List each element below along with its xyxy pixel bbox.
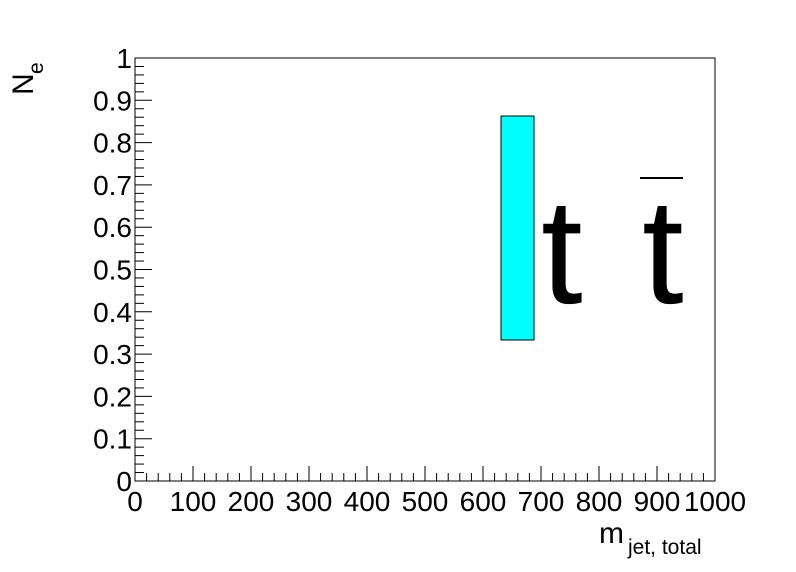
x-axis-title-main: m xyxy=(599,517,624,550)
legend: t t xyxy=(500,115,684,341)
x-tick-label: 800 xyxy=(576,486,623,517)
x-tick-label: 500 xyxy=(402,486,449,517)
y-tick-label: 0.8 xyxy=(93,128,132,159)
plot-frame xyxy=(134,57,716,482)
y-tick-label: 0.6 xyxy=(93,212,132,243)
legend-swatch xyxy=(500,115,535,341)
x-tick-label: 0 xyxy=(127,486,143,517)
y-tick-label: 0.5 xyxy=(93,255,132,286)
x-tick-label: 400 xyxy=(344,486,391,517)
y-axis-title-sub: e xyxy=(25,62,48,74)
x-tick-label: 700 xyxy=(518,486,565,517)
y-tick-label: 0.2 xyxy=(93,381,132,412)
y-tick-label: 0 xyxy=(116,466,132,497)
y-tick-label: 1 xyxy=(116,43,132,74)
y-axis: 0 0.1 0.2 0.3 0.4 0.5 0.6 0.7 0.8 0.9 1 xyxy=(93,43,152,497)
x-axis-title: m jet, total xyxy=(599,517,702,559)
legend-label-t: t xyxy=(541,167,583,335)
legend-label-tbar: t xyxy=(642,167,684,335)
y-tick-label: 0.1 xyxy=(93,424,132,455)
y-tick-label: 0.4 xyxy=(93,297,132,328)
y-tick-label: 0.7 xyxy=(93,170,132,201)
x-tick-label: 900 xyxy=(634,486,681,517)
x-axis-title-sub: jet, total xyxy=(627,536,702,559)
x-tick-label: 600 xyxy=(460,486,507,517)
y-axis-title-main: N xyxy=(7,73,40,95)
y-tick-label: 0.9 xyxy=(93,85,132,116)
y-tick-label: 0.3 xyxy=(93,339,132,370)
x-tick-label: 300 xyxy=(286,486,333,517)
x-tick-label: 1000 xyxy=(684,486,746,517)
x-tick-label: 100 xyxy=(170,486,217,517)
x-tick-label: 200 xyxy=(228,486,275,517)
y-axis-title: N e xyxy=(7,62,48,95)
x-axis: 0 100 200 300 400 500 600 700 800 900 1000 xyxy=(127,466,746,517)
